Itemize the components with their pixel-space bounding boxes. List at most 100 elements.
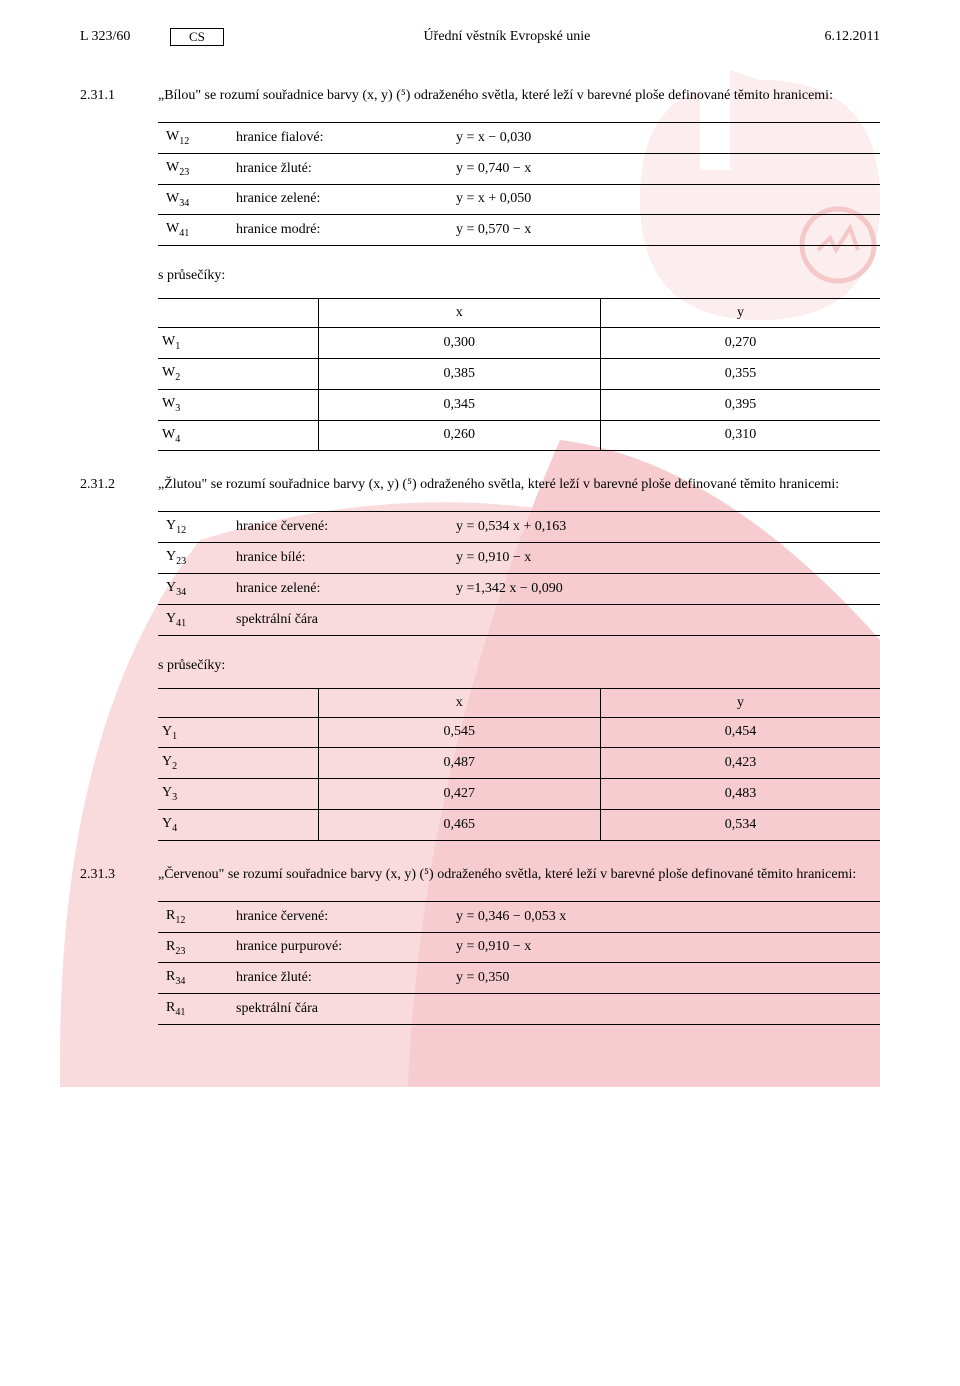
- x-cell: 0,427: [318, 779, 600, 810]
- col-head: [158, 688, 318, 717]
- label-cell: spektrální čára: [228, 994, 448, 1025]
- symbol-cell: R41: [158, 994, 228, 1025]
- y-cell: 0,423: [600, 748, 880, 779]
- col-head: y: [600, 299, 880, 328]
- table-row: Y3 0,427 0,483: [158, 779, 880, 810]
- section-text: „Bílou" se rozumí souřadnice barvy (x, y…: [158, 88, 880, 104]
- section-number: 2.31.2: [80, 477, 158, 493]
- x-cell: 0,465: [318, 809, 600, 840]
- header-left: L 323/60: [80, 29, 170, 45]
- label-cell: hranice zelené:: [228, 184, 448, 215]
- section-text: „Červenou" se rozumí souřadnice barvy (x…: [158, 867, 880, 883]
- y-cell: 0,534: [600, 809, 880, 840]
- symbol-cell: W23: [158, 153, 228, 184]
- eq-cell: y =1,342 x − 0,090: [448, 573, 880, 604]
- col-head: [158, 299, 318, 328]
- col-head: y: [600, 688, 880, 717]
- symbol-cell: Y2: [158, 748, 318, 779]
- label-cell: hranice modré:: [228, 215, 448, 246]
- table-row: Y23 hranice bílé: y = 0,910 − x: [158, 543, 880, 574]
- label-cell: hranice fialové:: [228, 123, 448, 154]
- boundaries-table-white: W12 hranice fialové: y = x − 0,030 W23 h…: [158, 122, 880, 246]
- table-row: W3 0,345 0,395: [158, 389, 880, 420]
- table-row: Y34 hranice zelené: y =1,342 x − 0,090: [158, 573, 880, 604]
- header-lang-badge: CS: [170, 28, 224, 46]
- section-number: 2.31.1: [80, 88, 158, 104]
- label-cell: hranice žluté:: [228, 963, 448, 994]
- symbol-cell: W1: [158, 328, 318, 359]
- table-row: W12 hranice fialové: y = x − 0,030: [158, 123, 880, 154]
- eq-cell: y = x + 0,050: [448, 184, 880, 215]
- label-cell: hranice žluté:: [228, 153, 448, 184]
- eq-cell: y = x − 0,030: [448, 123, 880, 154]
- table-row: Y41 spektrální čára: [158, 604, 880, 635]
- section-text: „Žlutou" se rozumí souřadnice barvy (x, …: [158, 477, 880, 493]
- symbol-cell: Y41: [158, 604, 228, 635]
- boundaries-table-red: R12 hranice červené: y = 0,346 − 0,053 x…: [158, 901, 880, 1025]
- label-cell: hranice zelené:: [228, 573, 448, 604]
- table-row: W2 0,385 0,355: [158, 358, 880, 389]
- table-row: W34 hranice zelené: y = x + 0,050: [158, 184, 880, 215]
- section-2-31-2: 2.31.2 „Žlutou" se rozumí souřadnice bar…: [80, 477, 880, 493]
- symbol-cell: Y3: [158, 779, 318, 810]
- x-cell: 0,300: [318, 328, 600, 359]
- symbol-cell: Y23: [158, 543, 228, 574]
- table-row: Y4 0,465 0,534: [158, 809, 880, 840]
- y-cell: 0,395: [600, 389, 880, 420]
- symbol-cell: Y34: [158, 573, 228, 604]
- symbol-cell: R12: [158, 901, 228, 932]
- symbol-cell: W2: [158, 358, 318, 389]
- symbol-cell: W12: [158, 123, 228, 154]
- x-cell: 0,487: [318, 748, 600, 779]
- table-row: Y1 0,545 0,454: [158, 717, 880, 748]
- table-head-row: x y: [158, 299, 880, 328]
- intersections-table-yellow: x y Y1 0,545 0,454 Y2 0,487 0,423 Y3 0,4…: [158, 688, 880, 841]
- eq-cell: y = 0,534 x + 0,163: [448, 512, 880, 543]
- section-number: 2.31.3: [80, 867, 158, 883]
- section-2-31-3: 2.31.3 „Červenou" se rozumí souřadnice b…: [80, 867, 880, 883]
- symbol-cell: R34: [158, 963, 228, 994]
- intersections-label: s průsečíky:: [158, 268, 880, 284]
- page-header: L 323/60 CS Úřední věstník Evropské unie…: [80, 28, 880, 46]
- symbol-cell: W41: [158, 215, 228, 246]
- col-head: x: [318, 299, 600, 328]
- symbol-cell: W34: [158, 184, 228, 215]
- eq-cell: y = 0,570 − x: [448, 215, 880, 246]
- boundaries-table-yellow: Y12 hranice červené: y = 0,534 x + 0,163…: [158, 511, 880, 635]
- eq-cell: y = 0,740 − x: [448, 153, 880, 184]
- header-date: 6.12.2011: [790, 29, 880, 45]
- x-cell: 0,260: [318, 420, 600, 451]
- y-cell: 0,454: [600, 717, 880, 748]
- col-head: x: [318, 688, 600, 717]
- symbol-cell: Y12: [158, 512, 228, 543]
- x-cell: 0,545: [318, 717, 600, 748]
- table-row: R23 hranice purpurové: y = 0,910 − x: [158, 932, 880, 963]
- x-cell: 0,345: [318, 389, 600, 420]
- table-row: W41 hranice modré: y = 0,570 − x: [158, 215, 880, 246]
- eq-cell: y = 0,910 − x: [448, 932, 880, 963]
- eq-cell: [448, 604, 880, 635]
- table-head-row: x y: [158, 688, 880, 717]
- symbol-cell: Y4: [158, 809, 318, 840]
- y-cell: 0,483: [600, 779, 880, 810]
- label-cell: spektrální čára: [228, 604, 448, 635]
- table-row: Y2 0,487 0,423: [158, 748, 880, 779]
- symbol-cell: Y1: [158, 717, 318, 748]
- y-cell: 0,310: [600, 420, 880, 451]
- y-cell: 0,270: [600, 328, 880, 359]
- table-row: W4 0,260 0,310: [158, 420, 880, 451]
- eq-cell: y = 0,350: [448, 963, 880, 994]
- table-row: W23 hranice žluté: y = 0,740 − x: [158, 153, 880, 184]
- intersections-label: s průsečíky:: [158, 658, 880, 674]
- label-cell: hranice bílé:: [228, 543, 448, 574]
- symbol-cell: W4: [158, 420, 318, 451]
- eq-cell: y = 0,346 − 0,053 x: [448, 901, 880, 932]
- symbol-cell: R23: [158, 932, 228, 963]
- table-row: R41 spektrální čára: [158, 994, 880, 1025]
- symbol-cell: W3: [158, 389, 318, 420]
- table-row: W1 0,300 0,270: [158, 328, 880, 359]
- y-cell: 0,355: [600, 358, 880, 389]
- eq-cell: y = 0,910 − x: [448, 543, 880, 574]
- x-cell: 0,385: [318, 358, 600, 389]
- eq-cell: [448, 994, 880, 1025]
